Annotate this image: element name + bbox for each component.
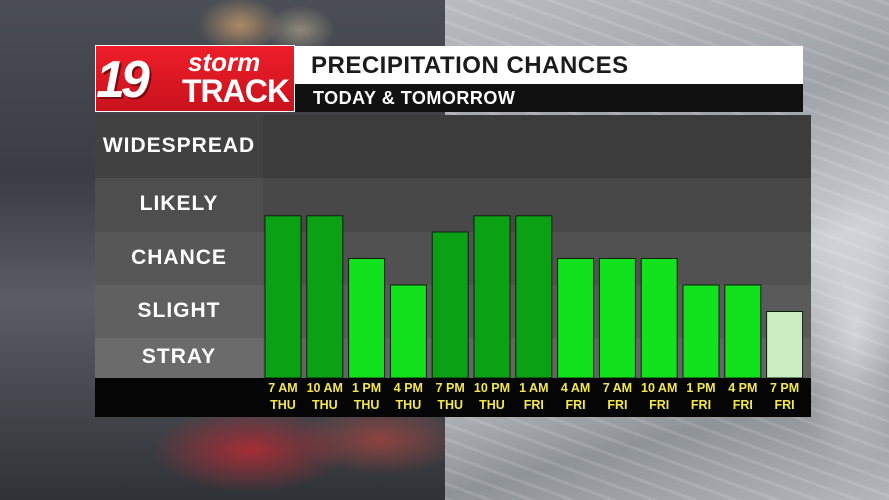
level-label-cell bbox=[95, 232, 263, 285]
x-tick-day: FRI bbox=[565, 398, 586, 412]
level-label: CHANCE bbox=[131, 245, 227, 269]
level-label-cell bbox=[95, 115, 263, 178]
x-axis: 7 AM THU 10 AM THU 1 PM THU 4 PM THU 7 PM THU 10 P… bbox=[95, 378, 811, 417]
x-tick-day: THU bbox=[270, 398, 296, 412]
title-bar: PRECIPITATION CHANCES bbox=[295, 46, 803, 84]
bar-10 bbox=[682, 284, 720, 378]
x-tick-day: FRI bbox=[523, 398, 544, 412]
bar-1 bbox=[306, 215, 344, 378]
logo-storm-word: storm bbox=[188, 47, 261, 77]
chart-title: PRECIPITATION CHANCES bbox=[311, 52, 629, 79]
x-tick-day: THU bbox=[311, 398, 338, 412]
bar-0 bbox=[264, 215, 302, 378]
x-tick-day: THU bbox=[353, 398, 380, 412]
x-tick-time: 10 AM bbox=[641, 381, 678, 395]
logo-number: 19 bbox=[96, 51, 150, 109]
bar-9 bbox=[640, 258, 678, 378]
bar-5 bbox=[473, 215, 511, 378]
x-tick-time: 7 PM bbox=[435, 381, 465, 395]
x-tick-day: FRI bbox=[607, 398, 628, 412]
x-tick-day: THU bbox=[437, 398, 464, 412]
bar-4 bbox=[431, 231, 469, 378]
level-label-cell bbox=[95, 285, 263, 338]
bar-6 bbox=[515, 215, 553, 378]
level-label: WIDESPREAD bbox=[102, 133, 256, 157]
x-tick-day: FRI bbox=[649, 398, 670, 412]
station-logo: 19 storm TRACK bbox=[95, 45, 295, 112]
x-tick-time: 7 AM bbox=[268, 381, 298, 395]
x-tick-time: 7 PM bbox=[770, 381, 800, 395]
level-label: SLIGHT bbox=[137, 298, 221, 322]
bar-12 bbox=[766, 311, 804, 378]
logo-track-word: TRACK bbox=[182, 73, 290, 109]
bar-11 bbox=[724, 284, 762, 378]
chart-panel: WIDESPREAD LIKELY CHANCE SLIGHT STRAY 7 AM TH… bbox=[95, 115, 811, 417]
x-tick-time: 4 AM bbox=[560, 381, 591, 395]
chart-subtitle: TODAY & TOMORROW bbox=[313, 88, 516, 108]
x-tick-time: 4 PM bbox=[393, 381, 423, 395]
bar-2 bbox=[348, 258, 386, 378]
x-tick-time: 1 AM bbox=[519, 381, 549, 395]
subtitle-bar: TODAY & TOMORROW bbox=[295, 84, 803, 112]
level-label-cell bbox=[95, 178, 263, 232]
x-tick-time: 4 PM bbox=[728, 381, 758, 395]
x-tick-day: THU bbox=[395, 398, 422, 412]
level-label: STRAY bbox=[141, 345, 217, 368]
x-tick-time: 10 PM bbox=[473, 381, 511, 395]
x-tick-day: FRI bbox=[774, 398, 795, 412]
level-label: LIKELY bbox=[139, 192, 219, 215]
x-tick-time: 7 AM bbox=[602, 381, 633, 395]
level-labels: WIDESPREAD LIKELY CHANCE SLIGHT STRAY bbox=[95, 115, 263, 378]
bar-7 bbox=[557, 258, 595, 378]
x-tick-time: 1 PM bbox=[686, 381, 716, 395]
x-tick-time: 1 PM bbox=[352, 381, 382, 395]
x-tick-day: FRI bbox=[690, 398, 712, 412]
x-tick-day: THU bbox=[479, 398, 505, 412]
level-label-cell bbox=[95, 338, 263, 378]
x-tick-time: 10 AM bbox=[306, 381, 343, 395]
bar-3 bbox=[389, 284, 427, 378]
x-tick-day: FRI bbox=[732, 398, 753, 412]
bar-area bbox=[264, 215, 804, 378]
bar-8 bbox=[598, 258, 636, 378]
